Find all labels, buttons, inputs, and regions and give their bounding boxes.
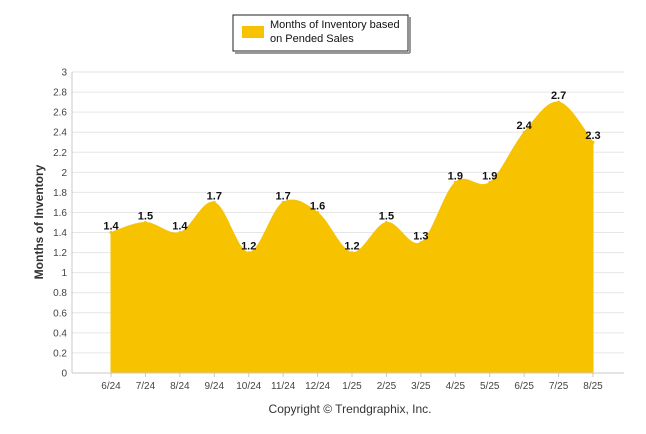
data-point (488, 180, 492, 184)
x-tick-label: 8/25 (583, 381, 603, 392)
data-label: 1.2 (241, 241, 256, 253)
x-tick-label: 4/25 (446, 381, 466, 392)
data-labels: 1.4 1.5 1.4 1.7 1.2 1.7 1.6 1.2 1.5 1.3 1.9 1.9 2.4 2… (103, 90, 601, 255)
data-point (178, 231, 182, 235)
y-tick-label: 2.8 (53, 88, 67, 99)
data-label: 1.4 (103, 221, 119, 233)
data-point (557, 100, 561, 104)
data-label: 2.7 (551, 90, 566, 102)
data-point (143, 221, 147, 224)
x-tick-label: 7/25 (549, 381, 569, 392)
data-point (212, 200, 216, 204)
data-label: 1.7 (276, 190, 291, 202)
data-label: 1.4 (172, 221, 188, 233)
axes (71, 72, 624, 374)
data-label: 1.2 (344, 241, 359, 253)
y-tick-label: 1.4 (53, 228, 67, 239)
data-point (522, 130, 526, 134)
x-tick-label: 9/24 (205, 381, 225, 392)
y-axis-title: Months of Inventory (32, 164, 46, 279)
y-tick-label: 0.8 (53, 288, 67, 299)
data-label: 2.4 (517, 120, 533, 132)
y-tick-label: 3 (61, 68, 67, 79)
x-tick-label: 8/24 (170, 381, 190, 392)
legend-swatch (242, 26, 264, 38)
y-tick-label: 1.6 (53, 208, 67, 219)
data-point (453, 180, 457, 184)
y-tick-label: 0.4 (53, 328, 67, 339)
y-tick-label: 2.4 (53, 128, 67, 139)
legend: Months of Inventory based on Pended Sale… (232, 14, 411, 54)
data-label: 1.5 (138, 211, 153, 223)
data-label: 1.6 (310, 200, 325, 212)
x-tick-label: 11/24 (271, 381, 296, 392)
data-label: 1.5 (379, 211, 394, 223)
y-tick-label: 0.6 (53, 308, 67, 319)
x-tick-label: 10/24 (236, 381, 261, 392)
y-tick-label: 2.6 (53, 108, 67, 119)
x-tick-label: 12/24 (305, 381, 330, 392)
data-point (591, 140, 595, 144)
x-tick-labels: 6/24 7/24 8/24 9/24 10/24 11/24 12/24 1/25 2/25 3… (101, 373, 603, 392)
data-point (109, 231, 113, 235)
y-tick-label: 2.2 (53, 148, 67, 159)
data-point (419, 241, 423, 245)
data-label: 1.7 (207, 190, 222, 202)
data-point (384, 221, 388, 224)
area-series (110, 101, 594, 374)
x-tick-label: 6/24 (101, 381, 121, 392)
data-point (316, 210, 320, 214)
series-area (110, 101, 594, 374)
legend-label-line-2: on Pended Sales (270, 33, 354, 45)
y-tick-label: 0.2 (53, 348, 67, 359)
x-tick-label: 3/25 (411, 381, 431, 392)
legend-label-line-1: Months of Inventory based (270, 19, 400, 31)
data-point (281, 200, 285, 204)
y-tick-label: 1.8 (53, 188, 67, 199)
data-point (350, 251, 354, 255)
y-tick-label: 1 (61, 268, 67, 279)
y-tick-labels: 0 0.2 0.4 0.6 0.8 1 1.2 1.4 1.6 1.8 2 2.2 2.4 2.6 2.8 3 (53, 68, 67, 380)
y-tick-label: 2 (61, 168, 67, 179)
data-label: 1.3 (413, 231, 428, 243)
x-tick-label: 2/25 (377, 381, 397, 392)
copyright-footer: Copyright © Trendgraphix, Inc. (269, 402, 432, 416)
x-tick-label: 1/25 (342, 381, 362, 392)
y-tick-label: 1.2 (53, 248, 67, 259)
x-tick-label: 7/24 (136, 381, 156, 392)
data-label: 1.9 (482, 170, 497, 182)
y-tick-label: 0 (61, 369, 67, 380)
x-tick-label: 5/25 (480, 381, 500, 392)
data-point (247, 251, 251, 255)
x-tick-label: 6/25 (514, 381, 534, 392)
data-label: 2.3 (585, 130, 600, 142)
data-label: 1.9 (448, 170, 463, 182)
